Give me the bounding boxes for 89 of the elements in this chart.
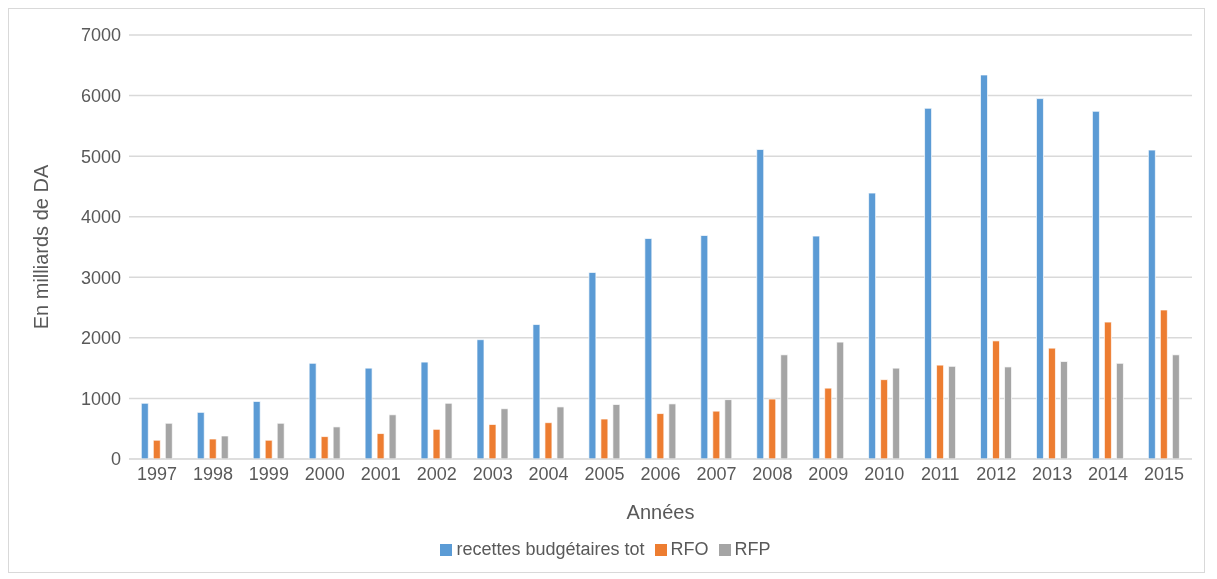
y-tick-label: 7000 — [80, 25, 121, 46]
bar — [420, 361, 429, 459]
legend-label: recettes budgétaires tot — [456, 539, 645, 559]
bar — [544, 422, 553, 459]
y-tick-label: 5000 — [80, 146, 121, 167]
bar — [924, 107, 932, 459]
x-tick-label: 2009 — [808, 463, 849, 484]
bar — [600, 418, 609, 459]
bar — [1172, 354, 1180, 459]
x-tick-label: 1997 — [136, 463, 177, 484]
x-tick-label: 2007 — [696, 463, 737, 484]
bar — [152, 439, 161, 459]
bar — [668, 403, 677, 459]
bar — [488, 424, 497, 459]
x-tick-label: 2006 — [640, 463, 681, 484]
bar — [364, 367, 373, 459]
bar — [532, 324, 541, 459]
bar — [612, 404, 621, 459]
bar — [276, 422, 285, 459]
bar — [164, 422, 173, 459]
bar — [1160, 309, 1168, 459]
bar — [196, 412, 205, 459]
y-tick-label: 6000 — [80, 85, 121, 106]
y-tick-label: 3000 — [80, 267, 121, 288]
bar — [712, 410, 721, 459]
x-tick-label: 2012 — [976, 463, 1017, 484]
bar — [836, 341, 845, 459]
bar — [724, 399, 733, 459]
x-tick-label: 2014 — [1088, 463, 1129, 484]
bar — [376, 433, 385, 459]
bar — [444, 402, 453, 459]
bar — [556, 406, 565, 459]
bar — [1148, 149, 1156, 459]
bar — [780, 354, 789, 459]
bar — [1060, 361, 1068, 459]
bar — [812, 235, 821, 459]
bar — [868, 192, 876, 459]
y-tick-label: 0 — [110, 449, 121, 470]
x-tick-label: 2002 — [416, 463, 457, 484]
bar — [252, 401, 261, 459]
bar — [1048, 347, 1056, 459]
bar — [948, 365, 956, 459]
x-tick-label: 2013 — [1032, 463, 1073, 484]
y-tick-label: 1000 — [80, 388, 121, 409]
y-axis-title: En milliards de DA — [30, 164, 53, 330]
bar — [140, 402, 149, 459]
bar — [1036, 98, 1044, 459]
bar — [220, 435, 229, 459]
bar — [432, 428, 441, 459]
y-tick-label: 2000 — [80, 328, 121, 349]
legend-label: RFP — [734, 539, 771, 559]
bar — [332, 426, 341, 459]
bar — [320, 436, 329, 459]
bar — [1004, 366, 1012, 459]
bar — [208, 438, 217, 459]
bar — [768, 398, 777, 459]
bar — [644, 238, 653, 459]
bar — [1092, 110, 1100, 459]
bar — [588, 272, 597, 459]
bar — [756, 149, 765, 459]
bar — [892, 367, 900, 459]
bar — [1104, 321, 1112, 459]
bar — [1116, 362, 1124, 459]
bar — [936, 364, 944, 459]
x-tick-label: 2003 — [472, 463, 513, 484]
bar — [824, 387, 833, 459]
x-tick-label: 2005 — [584, 463, 625, 484]
x-tick-label: 2015 — [1144, 463, 1185, 484]
x-tick-label: 2011 — [920, 463, 960, 484]
x-axis-title: Années — [626, 501, 695, 523]
bar — [264, 439, 273, 459]
bar — [656, 413, 665, 459]
bar — [700, 235, 709, 459]
legend-label: RFO — [670, 539, 709, 559]
bar — [500, 408, 509, 459]
x-tick-label: 2000 — [304, 463, 345, 484]
x-tick-label: 2004 — [528, 463, 569, 484]
bar — [388, 414, 397, 459]
bar — [992, 340, 1000, 459]
bar — [980, 74, 988, 459]
x-tick-label: 2010 — [864, 463, 905, 484]
bar — [476, 339, 485, 459]
x-tick-label: 1998 — [192, 463, 233, 484]
x-tick-label: 1999 — [248, 463, 289, 484]
bar — [308, 362, 317, 459]
x-tick-label: 2001 — [360, 463, 401, 484]
y-tick-label: 4000 — [80, 207, 121, 228]
bar — [880, 379, 888, 459]
x-tick-label: 2008 — [752, 463, 793, 484]
